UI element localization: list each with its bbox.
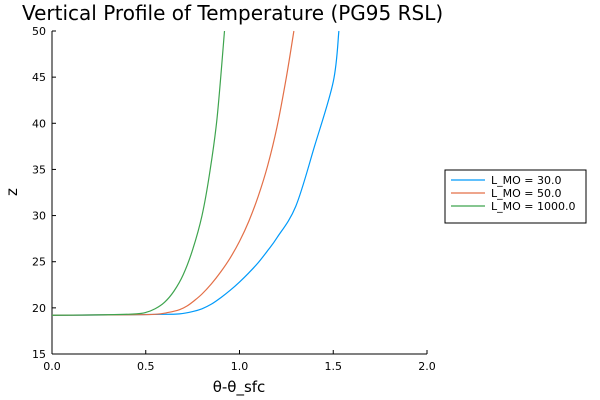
series-line-3 (51, 30, 226, 316)
y-axis-label: z (3, 188, 21, 196)
y-tick-label: 15 (32, 348, 46, 361)
legend-box (444, 169, 587, 224)
y-tick-label: 20 (32, 302, 46, 315)
series-line-2 (51, 30, 295, 316)
legend: L_MO = 30.0L_MO = 50.0L_MO = 1000.0 (444, 169, 587, 224)
legend-entry-label: L_MO = 1000.0 (491, 200, 575, 213)
y-tick-label: 50 (32, 25, 46, 38)
y-tick-label: 30 (32, 210, 46, 223)
plot-area: 0.0 0.5 1.0 1.5 2.0 15 20 25 30 35 40 45 50 (32, 25, 436, 373)
y-tick-label: 35 (32, 163, 46, 176)
y-tick-label: 40 (32, 117, 46, 130)
x-tick-label: 0.0 (43, 360, 61, 373)
x-tick-label: 1.0 (231, 360, 249, 373)
x-tick-label: 0.5 (137, 360, 155, 373)
chart-title: Vertical Profile of Temperature (PG95 RS… (22, 1, 443, 25)
x-tick-label: 2.0 (418, 360, 436, 373)
x-tick-label: 1.5 (325, 360, 343, 373)
x-axis-label: θ-θ_sfc (213, 378, 266, 397)
y-tick-label: 25 (32, 256, 46, 269)
legend-entry-label: L_MO = 30.0 (491, 174, 561, 187)
y-tick-label: 45 (32, 71, 46, 84)
legend-entry-label: L_MO = 50.0 (491, 187, 561, 200)
series-line-1 (51, 30, 340, 316)
